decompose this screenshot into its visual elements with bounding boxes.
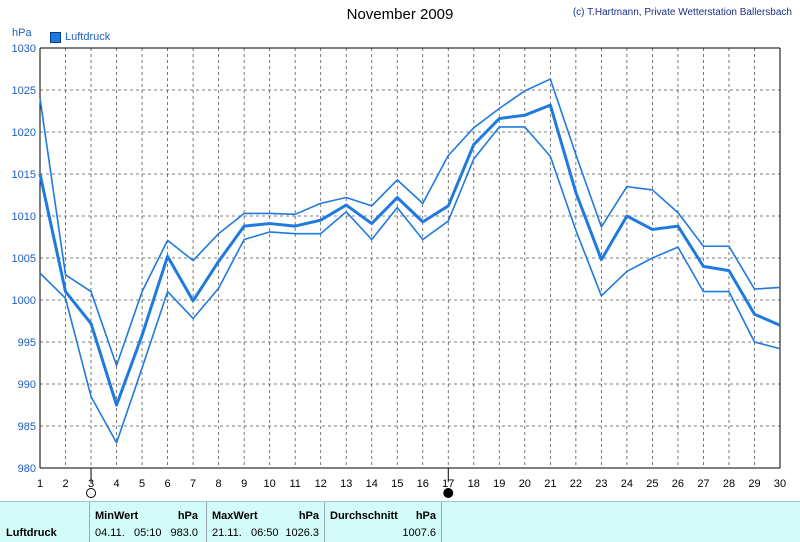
x-tick-label: 22 [570,478,582,490]
grid-lines [40,48,780,468]
x-tick-label: 19 [493,478,505,490]
avg-unit: hPa [416,510,436,522]
y-tick-label: 980 [18,463,36,475]
x-tick-label: 5 [139,478,145,490]
series-lines [40,79,780,443]
y-tick-label: 995 [18,337,36,349]
x-tick-label: 30 [774,478,786,490]
credit-text: (c) T.Hartmann, Private Wetterstation Ba… [573,7,792,18]
x-tick-label: 21 [544,478,556,490]
y-unit-label: hPa [12,27,32,39]
x-tick-label: 10 [264,478,276,490]
x-tick-label: 6 [165,478,171,490]
y-tick-labels: 980 985 990 995 1000 1005 1010 1015 1020 1025 1030 [12,43,36,475]
x-tick-label: 23 [595,478,607,490]
min-unit: hPa [178,510,198,522]
max-header: MaxWert [212,510,258,522]
x-tick-label: 18 [468,478,480,490]
x-tick-label: 20 [519,478,531,490]
max-date: 21.11. [212,527,242,539]
series-line-avg [40,105,780,405]
min-value: 983.0 [170,527,198,539]
x-tick-label: 8 [216,478,222,490]
x-tick-label: 13 [340,478,352,490]
max-unit: hPa [299,510,319,522]
y-tick-label: 1010 [12,211,36,223]
y-tick-label: 1015 [12,169,36,181]
x-tick-label: 12 [315,478,327,490]
avg-value: 1007.6 [402,527,436,539]
x-tick-label: 26 [672,478,684,490]
x-tick-label: 15 [391,478,403,490]
x-tick-label: 24 [621,478,633,490]
y-tick-label: 1000 [12,295,36,307]
min-date: 04.11. [95,527,125,539]
x-tick-label: 27 [697,478,709,490]
y-tick-label: 990 [18,379,36,391]
chart-canvas: 9809859909951000100510101015102010251030… [0,0,800,501]
min-header: MinWert [95,510,138,522]
x-tick-label: 14 [366,478,378,490]
avg-header: Durchschnitt [330,510,398,522]
x-tick-label: 16 [417,478,429,490]
legend: Luftdruck [50,31,110,43]
x-tick-label: 7 [190,478,196,490]
new-moon-icon [87,489,96,498]
legend-swatch [50,32,61,43]
x-tick-label: 9 [241,478,247,490]
y-tick-label: 1025 [12,85,36,97]
x-tick-label: 29 [748,478,760,490]
max-value: 1026.3 [285,527,319,539]
x-tick-label: 4 [113,478,119,490]
min-time: 05:10 [134,527,162,539]
y-tick-label: 1005 [12,253,36,265]
max-time: 06:50 [251,527,279,539]
stats-min-cell: MinWert hPa 04.11. 05:10 983.0 [89,502,206,542]
y-tick-label: 1020 [12,127,36,139]
y-tick-label: 1030 [12,43,36,55]
x-tick-label: 25 [646,478,658,490]
x-tick-label: 2 [62,478,68,490]
stats-row-label: Luftdruck [6,527,57,539]
stats-max-cell: MaxWert hPa 21.11. 06:50 1026.3 [206,502,323,542]
x-tick-label: 11 [289,478,300,490]
y-tick-label: 985 [18,421,36,433]
x-tick-label: 1 [37,478,43,490]
legend-label: Luftdruck [65,31,110,43]
stats-avg-cell: Durchschnitt hPa 1007.6 [324,502,442,542]
stats-table: Luftdruck MinWert hPa 04.11. 05:10 983.0… [0,501,800,542]
x-tick-label: 28 [723,478,735,490]
full-moon-icon [444,489,453,498]
